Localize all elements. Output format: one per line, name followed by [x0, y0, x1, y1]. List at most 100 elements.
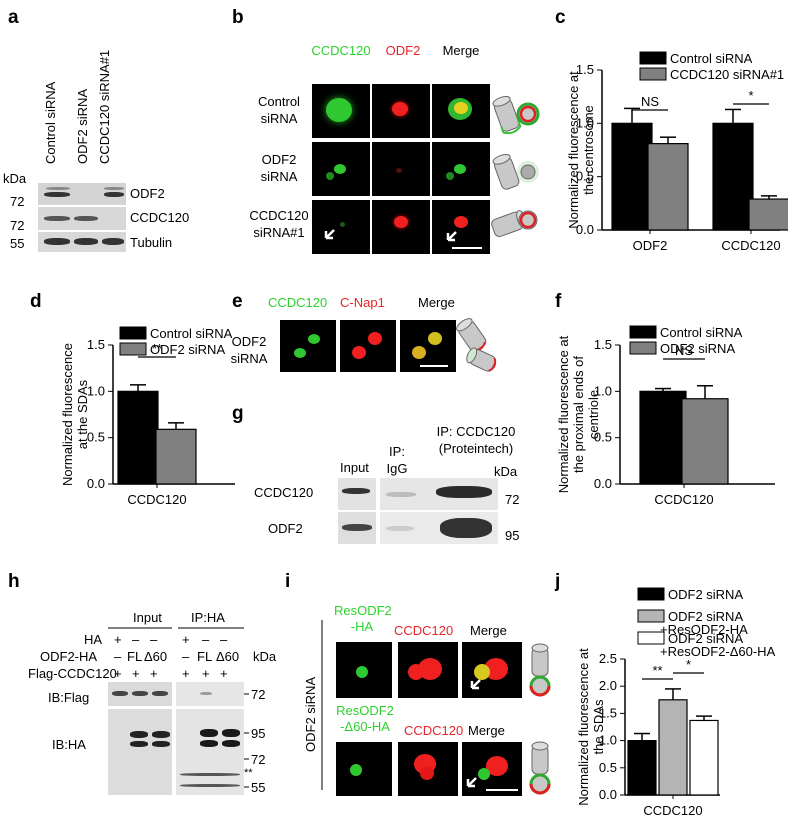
lane-sign: –: [182, 649, 190, 664]
western-blot: [338, 478, 376, 510]
bar: [639, 390, 687, 485]
legend-label: ODF2 siRNA: [150, 342, 225, 357]
y-tick-label: 1.5: [594, 337, 612, 352]
micrograph: [336, 642, 392, 698]
lane-sign: +: [182, 632, 190, 647]
channel-label: Merge: [418, 295, 455, 310]
western-blot: [38, 207, 126, 230]
micrograph: [312, 200, 370, 254]
mw-marker: 55: [251, 780, 266, 795]
micrograph: [462, 642, 522, 698]
y-tick-label: 0.0: [594, 476, 612, 491]
row-label: ODF2: [268, 521, 303, 536]
column-label: Input: [340, 460, 369, 475]
significance-label: **: [152, 341, 162, 356]
mw-marker: 72: [251, 752, 266, 767]
column-label: IP: IgG: [386, 444, 408, 476]
legend-label: ODF2 siRNA: [660, 341, 735, 356]
lane-sign: +: [202, 666, 210, 681]
channel-label: ResODF2 -Δ60-HA: [336, 703, 394, 735]
micrograph: [462, 742, 522, 796]
column-label: IP: CCDC120 (Proteintech): [436, 424, 516, 456]
kda-label: kDa: [253, 649, 277, 664]
lane-sign: –: [114, 649, 122, 664]
bar: [658, 699, 688, 796]
legend-swatch: [639, 51, 667, 65]
y-axis-label: the SDAs: [591, 699, 606, 754]
x-tick-label: CCDC120: [127, 492, 186, 507]
panel-label-d: d: [30, 291, 42, 312]
y-tick-label: 1.0: [599, 733, 617, 748]
lane-sign: +: [220, 666, 228, 681]
legend-label: Control siRNA: [660, 325, 743, 340]
significance-label: NS: [675, 343, 693, 358]
mw-marker: 95: [505, 528, 520, 543]
x-tick-label: CCDC120: [654, 492, 713, 507]
channel-label: Merge: [470, 623, 507, 638]
channel-label: CCDC120: [394, 623, 454, 638]
x-tick-label: ODF2: [633, 238, 668, 253]
bar: [689, 719, 719, 796]
significance-label: *: [748, 88, 753, 103]
lane-sign: Δ60: [216, 649, 240, 664]
bar: [712, 122, 754, 231]
y-axis-label: at the SDAs: [75, 379, 90, 449]
channel-label: CCDC120: [311, 43, 371, 58]
row-label: Control siRNA: [258, 94, 300, 126]
legend-label: Control siRNA: [670, 51, 753, 66]
row-label: Flag-CCDC120: [28, 666, 117, 681]
mw-marker: 72: [10, 218, 25, 233]
legend-swatch: [629, 325, 657, 339]
mw-marker: 95: [251, 726, 266, 741]
y-axis-label: the proximal ends of: [571, 356, 586, 473]
mw-marker: 72: [10, 194, 25, 209]
y-tick-label: 1.0: [594, 383, 612, 398]
channel-label: ODF2: [385, 43, 421, 58]
micrograph: [432, 84, 490, 138]
blot-label: IB:Flag: [48, 690, 90, 705]
channel-label: Merge: [468, 723, 505, 738]
lane-sign: +: [114, 632, 122, 647]
legend-swatch: [639, 67, 667, 81]
western-blot: [108, 682, 172, 706]
panel-label-a: a: [8, 7, 19, 28]
legend-label: +ResODF2-Δ60-HA: [660, 644, 776, 659]
y-tick-label: 1.5: [576, 62, 594, 77]
legend-label: ODF2 siRNA: [668, 609, 743, 624]
legend-swatch: [629, 341, 657, 355]
y-tick-label: 0.5: [87, 430, 105, 445]
panel-label-i: i: [285, 571, 291, 592]
kda-label: kDa: [3, 171, 27, 186]
bar: [647, 143, 689, 231]
band-label: CCDC120: [130, 210, 190, 225]
bar: [681, 398, 729, 485]
legend-swatch: [119, 326, 147, 340]
channel-label: Merge: [442, 43, 480, 58]
channel-label: CCDC120: [268, 295, 328, 310]
western-blot: [338, 512, 376, 544]
y-tick-label: 1.0: [576, 115, 594, 130]
micrograph: [432, 142, 490, 196]
kda-label: kDa: [494, 464, 518, 479]
lane-sign: –: [150, 632, 158, 647]
band-label: Tubulin: [130, 235, 173, 250]
legend-swatch: [119, 342, 147, 356]
micrograph: [340, 320, 396, 372]
group-label: Input: [133, 610, 162, 625]
micrograph: [372, 84, 430, 138]
lane-sign: +: [132, 666, 140, 681]
y-axis-label: the centrosome: [581, 105, 596, 195]
y-axis-label: Normalized fluorescence at: [556, 335, 571, 493]
micrograph: [398, 742, 458, 796]
x-tick-label: CCDC120: [643, 803, 702, 817]
legend-label: Control siRNA: [150, 326, 233, 341]
micrograph: [400, 320, 456, 372]
panel-label-f: f: [555, 291, 562, 312]
panel-label-e: e: [232, 291, 243, 312]
bar: [117, 390, 159, 485]
